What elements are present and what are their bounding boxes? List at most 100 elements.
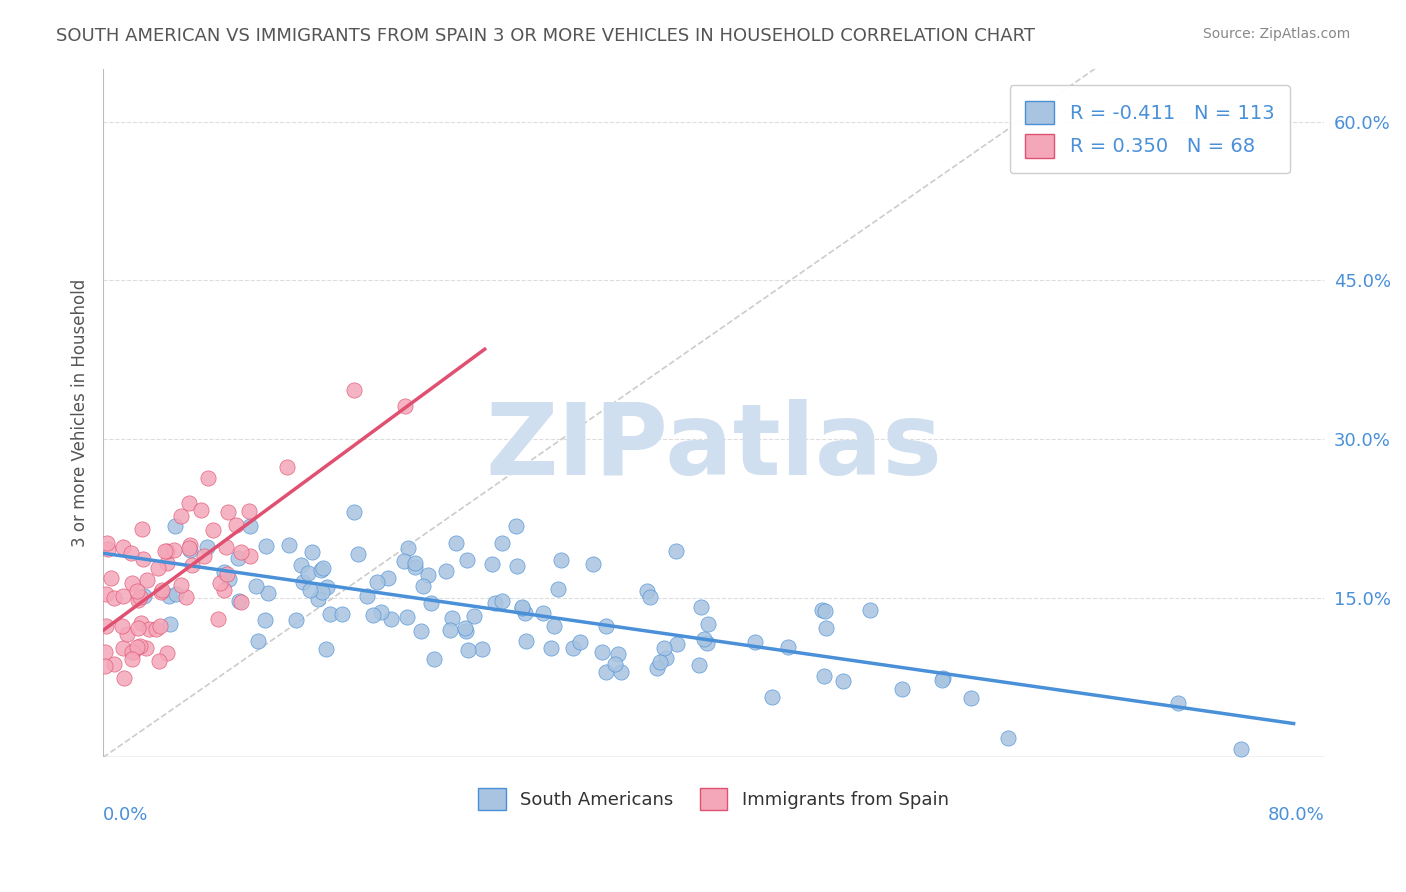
Point [380, 612, 402, 626]
Point [145, 622, 167, 636]
Point [125, 640, 148, 655]
Point [97, 541, 120, 556]
Point [394, 553, 416, 567]
Point [307, 591, 329, 606]
Point [457, 643, 479, 657]
Point [284, 613, 307, 627]
Point [311, 585, 333, 599]
Point [176, 590, 198, 604]
Point [291, 575, 314, 590]
Point [422, 651, 444, 665]
Point [125, 584, 148, 599]
Point [214, 565, 236, 579]
Point [229, 545, 252, 559]
Point [298, 582, 321, 597]
Point [207, 612, 229, 626]
Point [278, 538, 301, 552]
Point [665, 544, 688, 558]
Point [157, 589, 180, 603]
Point [218, 573, 240, 587]
Point [257, 585, 280, 599]
Point [253, 613, 276, 627]
Point [94, 658, 117, 673]
Point [94, 587, 117, 601]
Point [463, 609, 485, 624]
Point [343, 383, 366, 397]
Point [512, 601, 534, 615]
Point [111, 640, 134, 655]
Point [146, 560, 169, 574]
Point [610, 665, 633, 679]
Point [696, 636, 718, 650]
Point [342, 505, 364, 519]
Text: 0.0%: 0.0% [103, 805, 149, 823]
Point [648, 656, 671, 670]
Point [103, 591, 125, 606]
Point [645, 661, 668, 675]
Point [149, 619, 172, 633]
Point [170, 509, 193, 524]
Point [231, 594, 253, 608]
Point [591, 645, 613, 659]
Point [128, 591, 150, 605]
Point [960, 691, 983, 706]
Point [297, 566, 319, 581]
Point [309, 563, 332, 577]
Point [366, 575, 388, 590]
Point [859, 603, 882, 617]
Point [394, 400, 416, 414]
Point [607, 647, 630, 661]
Point [127, 593, 149, 607]
Point [471, 641, 494, 656]
Point [195, 540, 218, 554]
Point [595, 665, 617, 680]
Point [226, 550, 249, 565]
Point [543, 619, 565, 633]
Point [311, 561, 333, 575]
Point [513, 606, 536, 620]
Point [347, 547, 370, 561]
Point [510, 600, 533, 615]
Y-axis label: 3 or more Vehicles in Household: 3 or more Vehicles in Household [72, 279, 89, 547]
Point [135, 640, 157, 655]
Point [997, 731, 1019, 745]
Point [165, 587, 187, 601]
Point [550, 552, 572, 566]
Point [404, 556, 426, 570]
Point [595, 619, 617, 633]
Point [290, 558, 312, 573]
Legend: South Americans, Immigrants from Spain: South Americans, Immigrants from Spain [471, 780, 956, 817]
Point [132, 552, 155, 566]
Point [569, 635, 592, 649]
Point [547, 582, 569, 597]
Point [238, 519, 260, 533]
Point [744, 635, 766, 649]
Point [180, 558, 202, 572]
Point [215, 566, 238, 581]
Point [484, 596, 506, 610]
Point [301, 545, 323, 559]
Point [515, 633, 537, 648]
Point [562, 641, 585, 656]
Point [212, 583, 235, 598]
Point [136, 574, 159, 588]
Point [129, 615, 152, 630]
Text: ZIPatlas: ZIPatlas [485, 399, 942, 496]
Point [404, 560, 426, 574]
Point [665, 636, 688, 650]
Point [112, 671, 135, 685]
Point [156, 556, 179, 570]
Point [153, 544, 176, 558]
Point [690, 600, 713, 615]
Point [439, 624, 461, 638]
Point [246, 633, 269, 648]
Point [138, 623, 160, 637]
Point [170, 578, 193, 592]
Point [228, 594, 250, 608]
Point [94, 618, 117, 632]
Point [688, 657, 710, 672]
Point [132, 589, 155, 603]
Point [330, 607, 353, 622]
Point [831, 674, 853, 689]
Point [121, 645, 143, 659]
